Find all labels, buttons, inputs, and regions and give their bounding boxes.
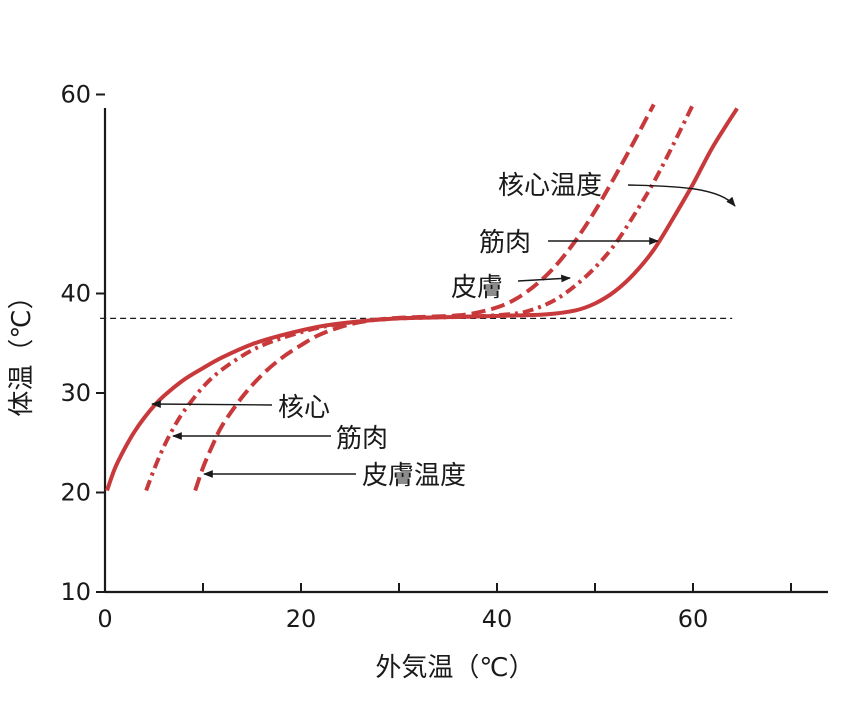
- series-line-core: [105, 107, 739, 492]
- x-tick-label-0: 0: [97, 605, 112, 633]
- series-line-skin: [193, 103, 656, 492]
- x-tick-label-20: 20: [286, 605, 317, 633]
- x-tick-label-60: 60: [678, 605, 709, 633]
- series-group: [105, 103, 739, 492]
- arrow-top-skin: [517, 274, 571, 283]
- x-ticks: 0 20 40 60: [97, 583, 792, 633]
- x-axis-title: 外気温（℃）: [375, 653, 534, 683]
- annotation-bottom-muscle: 筋肉: [336, 424, 388, 454]
- y-tick-label-20: 20: [60, 479, 91, 507]
- annotation-bottom-skin: 皮膚温度: [362, 461, 466, 491]
- arrow-top-core: [627, 184, 736, 207]
- x-tick-label-40: 40: [482, 605, 513, 633]
- y-ticks: 10 20 30 40 60: [60, 81, 105, 606]
- y-tick-label-30: 30: [60, 379, 91, 407]
- y-axis-title: 体温（℃）: [7, 283, 37, 416]
- annotation-bottom-core: 核心: [278, 393, 330, 423]
- annotation-top-muscle: 筋肉: [479, 228, 531, 258]
- annotation-top-core: 核心温度: [498, 171, 602, 201]
- series-line-muscle: [144, 103, 695, 492]
- y-tick-label-40: 40: [60, 280, 91, 308]
- y-tick-label-60: 60: [60, 81, 91, 109]
- arrow-bottom-core: [151, 400, 273, 408]
- annotation-top-skin: 皮膚: [451, 273, 503, 303]
- y-tick-label-10: 10: [60, 578, 91, 606]
